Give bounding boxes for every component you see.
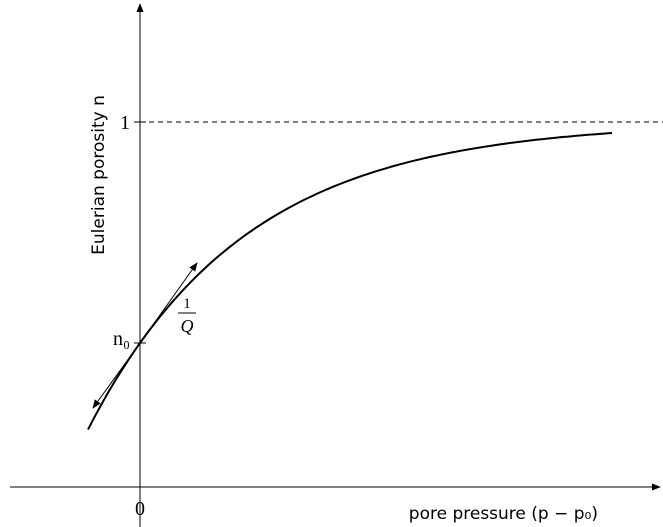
y-tick-label: n₀ xyxy=(113,328,130,350)
y-tick-label: 1 xyxy=(120,112,130,134)
porosity-curve xyxy=(87,132,613,431)
x-tick-label: 0 xyxy=(135,498,145,520)
tangent-arrow xyxy=(139,262,198,344)
slope-numerator: 1 xyxy=(183,296,191,312)
tangent-arrow xyxy=(92,342,141,409)
y-axis-label: Eulerian porosity n xyxy=(89,95,109,255)
x-axis-label: pore pressure (p − p₀) xyxy=(409,504,598,524)
slope-denominator: Q xyxy=(181,316,194,336)
